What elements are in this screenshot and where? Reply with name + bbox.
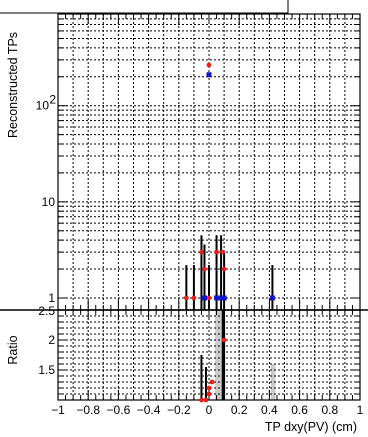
ratio-point-red [206, 391, 212, 397]
x-tick-label: −0.8 [76, 403, 100, 417]
main-point-blue [201, 295, 207, 301]
ratio-ytick-label: 2 [48, 333, 55, 347]
main-ytick-label: 10 [36, 99, 50, 113]
main-point-red [206, 295, 212, 301]
ratio-y-axis-title: Ratio [6, 335, 20, 364]
main-point-blue [206, 72, 212, 78]
ratio-point-red [221, 337, 227, 343]
main-point-blue [218, 295, 224, 301]
ratio-band [215, 310, 222, 400]
main-point-blue [214, 295, 220, 301]
x-tick-label: −0.6 [107, 403, 131, 417]
ratio-plot-panel: 1.5 2 2.5 −1 −0.8 −0.6 −0.4 −0.2 0 0.2 0.4 0.6 0.8 1 [0, 304, 368, 417]
main-point-red [214, 249, 219, 255]
x-tick-label: 0 [206, 403, 213, 417]
ratio-point-red [203, 397, 209, 403]
x-tick-label: 1 [357, 403, 364, 417]
main-ytick-label: 10 [42, 195, 56, 209]
x-tick-label: −0.4 [137, 403, 161, 417]
main-point-red [220, 249, 225, 255]
legend-box-fragment [0, 0, 289, 14]
main-point-blue [221, 295, 227, 301]
x-tick-label: 0.8 [321, 403, 338, 417]
main-point-red [206, 62, 212, 68]
x-axis-title: TP dxy(PV) (cm) [265, 420, 357, 434]
main-point-red [221, 266, 227, 272]
ratio-ytick-label: 1.5 [38, 363, 55, 377]
x-tick-label: −1 [51, 403, 65, 417]
main-point-red [199, 249, 204, 255]
x-tick-label: 0.6 [291, 403, 308, 417]
ratio-point-red [209, 379, 215, 385]
ratio-point-red [206, 385, 212, 391]
x-tick-label: 0.4 [261, 403, 278, 417]
main-ytick-exponent: 2 [49, 93, 56, 107]
main-point-blue [269, 295, 275, 301]
main-point-red [191, 295, 197, 301]
main-y-axis-title: Reconstructed TPs [6, 32, 20, 138]
main-ytick-label: 1 [48, 291, 55, 305]
ratio-point-red [199, 397, 204, 403]
x-tick-label: 0.2 [231, 403, 248, 417]
main-point-red [183, 295, 189, 301]
ratio-ytick-label: 2.5 [38, 304, 55, 318]
ratio-band [270, 364, 276, 400]
main-point-red [202, 266, 207, 272]
x-tick-label: −0.2 [167, 403, 191, 417]
